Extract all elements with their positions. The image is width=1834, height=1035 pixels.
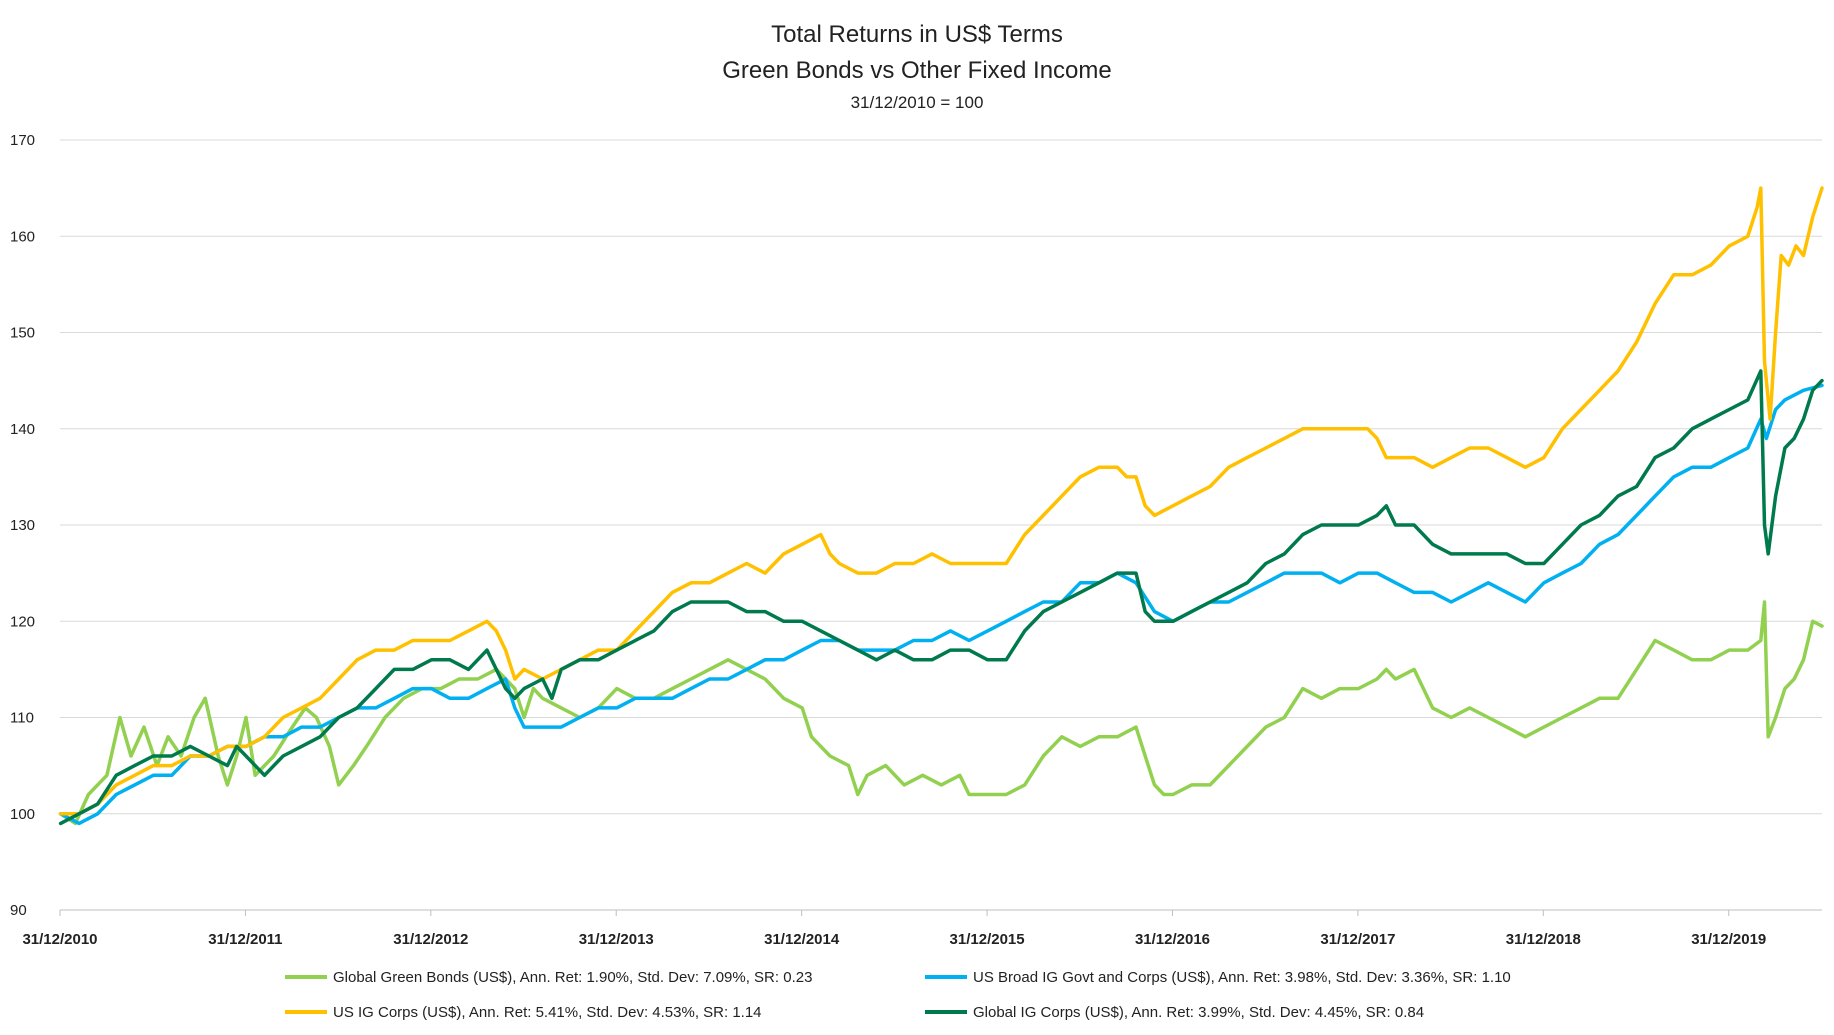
y-tick-label: 90	[10, 902, 27, 919]
x-tick-label: 31/12/2015	[950, 931, 1025, 948]
legend-item: US IG Corps (US$), Ann. Ret: 5.41%, Std.…	[285, 1004, 762, 1021]
x-tick-label: 31/12/2013	[579, 931, 654, 948]
y-tick-label: 150	[10, 325, 35, 342]
series-line-0	[58, 600, 1824, 826]
legend-label: US Broad IG Govt and Corps (US$), Ann. R…	[973, 969, 1511, 986]
y-tick-label: 170	[10, 132, 35, 149]
x-tick-label: 31/12/2014	[764, 931, 840, 948]
series-line-1	[58, 383, 1824, 826]
series-line-2	[58, 186, 1824, 816]
y-tick-label: 110	[10, 710, 34, 727]
axes: 90 100 110 120 130 140 150 160 170 31/12/2010 31/1…	[10, 132, 1822, 948]
legend-item: US Broad IG Govt and Corps (US$), Ann. R…	[925, 969, 1511, 986]
legend-label: Global Green Bonds (US$), Ann. Ret: 1.90…	[333, 969, 812, 986]
series-line-3	[58, 369, 1824, 826]
y-tick-label: 100	[10, 806, 35, 823]
chart-title: Total Returns in US$ Terms	[771, 21, 1063, 48]
y-tick-label: 140	[10, 421, 35, 438]
y-tick-label: 130	[10, 517, 35, 534]
x-tick-label: 31/12/2018	[1506, 931, 1581, 948]
legend-item: Global Green Bonds (US$), Ann. Ret: 1.90…	[285, 969, 812, 986]
y-tick-label: 160	[10, 228, 35, 245]
gridlines	[60, 139, 1822, 815]
y-tick-label: 120	[10, 613, 35, 630]
x-tick-label: 31/12/2019	[1691, 931, 1766, 948]
chart-note: 31/12/2010 = 100	[851, 93, 984, 112]
legend-label: Global IG Corps (US$), Ann. Ret: 3.99%, …	[973, 1004, 1424, 1021]
x-tick-label: 31/12/2012	[393, 931, 468, 948]
x-tick-label: 31/12/2017	[1320, 931, 1395, 948]
series-lines	[58, 186, 1824, 826]
x-tick-label: 31/12/2016	[1135, 931, 1210, 948]
legend: Global Green Bonds (US$), Ann. Ret: 1.90…	[285, 969, 1511, 1021]
legend-item: Global IG Corps (US$), Ann. Ret: 3.99%, …	[925, 1004, 1424, 1021]
legend-label: US IG Corps (US$), Ann. Ret: 5.41%, Std.…	[333, 1004, 762, 1021]
x-tick-label: 31/12/2010	[22, 931, 97, 948]
chart-subtitle: Green Bonds vs Other Fixed Income	[722, 57, 1112, 84]
x-tick-label: 31/12/2011	[208, 931, 282, 948]
